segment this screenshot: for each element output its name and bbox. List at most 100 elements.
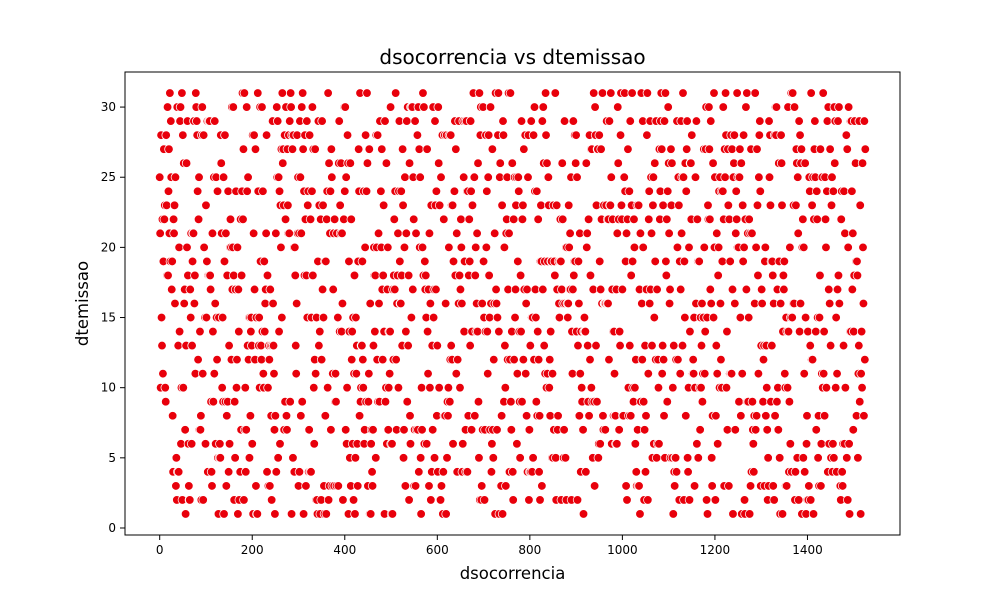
scatter-point bbox=[812, 186, 822, 196]
scatter-point bbox=[298, 144, 308, 154]
scatter-point bbox=[772, 397, 782, 407]
scatter-point bbox=[428, 312, 439, 323]
scatter-point bbox=[449, 186, 460, 196]
scatter-point bbox=[171, 481, 181, 491]
scatter-point bbox=[735, 144, 745, 154]
scatter-point bbox=[409, 214, 419, 224]
scatter-point bbox=[173, 340, 183, 351]
scatter-point bbox=[842, 144, 852, 154]
scatter-point bbox=[198, 495, 208, 505]
scatter-point bbox=[174, 242, 184, 253]
scatter-point bbox=[328, 284, 338, 295]
scatter-point bbox=[857, 158, 868, 168]
scatter-point bbox=[526, 116, 536, 126]
scatter-point bbox=[762, 383, 772, 393]
scatter-point bbox=[256, 354, 267, 365]
scatter-point bbox=[477, 298, 487, 309]
scatter-point bbox=[629, 214, 639, 224]
scatter-point bbox=[316, 354, 327, 365]
scatter-point bbox=[739, 242, 749, 253]
scatter-point bbox=[400, 481, 411, 491]
scatter-point bbox=[495, 158, 505, 168]
scatter-point bbox=[837, 467, 847, 477]
scatter-point bbox=[429, 453, 440, 463]
scatter-point bbox=[297, 88, 308, 98]
scatter-point bbox=[627, 88, 637, 98]
scatter-point bbox=[510, 284, 521, 295]
scatter-point bbox=[334, 116, 344, 126]
scatter-point bbox=[380, 397, 391, 407]
scatter-point bbox=[219, 256, 230, 267]
scatter-point bbox=[642, 130, 652, 140]
scatter-point bbox=[535, 495, 545, 505]
scatter-point bbox=[534, 411, 545, 421]
scatter-point bbox=[820, 214, 831, 224]
scatter-point bbox=[612, 228, 622, 239]
scatter-point bbox=[839, 186, 849, 196]
scatter-point bbox=[843, 242, 853, 253]
scatter-point bbox=[798, 453, 808, 463]
scatter-point bbox=[612, 439, 622, 449]
scatter-point bbox=[304, 130, 315, 140]
scatter-point bbox=[722, 326, 732, 337]
scatter-point bbox=[848, 425, 858, 435]
scatter-point bbox=[262, 467, 272, 477]
scatter-point bbox=[179, 298, 189, 309]
y-axis-ticks: 0 5 10 15 20 25 30 bbox=[101, 100, 125, 535]
scatter-point bbox=[750, 425, 761, 435]
scatter-point bbox=[357, 340, 367, 351]
scatter-point bbox=[805, 340, 815, 351]
scatter-point bbox=[576, 383, 587, 393]
scatter-point bbox=[329, 214, 340, 224]
scatter-point bbox=[825, 340, 836, 351]
scatter-point bbox=[384, 383, 394, 393]
scatter-point bbox=[578, 509, 589, 519]
scatter-point bbox=[428, 425, 438, 435]
scatter-point bbox=[314, 340, 324, 351]
scatter-point bbox=[292, 130, 302, 140]
scatter-point bbox=[219, 509, 229, 519]
scatter-point bbox=[396, 298, 406, 309]
scatter-point bbox=[291, 340, 301, 351]
scatter-point bbox=[513, 172, 523, 182]
scatter-point bbox=[298, 509, 309, 519]
scatter-point bbox=[692, 439, 702, 449]
scatter-point bbox=[810, 116, 820, 126]
scatter-point bbox=[711, 411, 721, 421]
scatter-point bbox=[644, 186, 654, 196]
scatter-point bbox=[560, 453, 571, 463]
scatter-point bbox=[615, 130, 626, 140]
scatter-point bbox=[194, 172, 204, 182]
scatter-point bbox=[581, 158, 591, 168]
scatter-point bbox=[657, 368, 667, 379]
scatter-point bbox=[567, 368, 578, 379]
scatter-point bbox=[589, 88, 599, 98]
scatter-point bbox=[787, 312, 797, 323]
scatter-point bbox=[231, 383, 242, 393]
scatter-point bbox=[471, 242, 481, 253]
x-tick-label: 1200 bbox=[700, 543, 731, 557]
scatter-point bbox=[481, 242, 492, 253]
scatter-point bbox=[432, 340, 442, 351]
scatter-point bbox=[731, 186, 741, 196]
scatter-point bbox=[857, 383, 867, 393]
scatter-point bbox=[615, 340, 625, 351]
scatter-point bbox=[186, 439, 197, 449]
scatter-point bbox=[246, 326, 256, 337]
scatter-point bbox=[779, 256, 790, 267]
scatter-point bbox=[688, 368, 699, 379]
scatter-point bbox=[648, 172, 659, 182]
x-tick-label: 1400 bbox=[792, 543, 823, 557]
scatter-point bbox=[434, 383, 444, 393]
scatter-point bbox=[348, 495, 359, 505]
scatter-point bbox=[539, 340, 549, 351]
scatter-point bbox=[565, 228, 575, 239]
scatter-point bbox=[340, 186, 350, 196]
scatter-point bbox=[174, 326, 185, 337]
data-points bbox=[155, 88, 870, 519]
scatter-point bbox=[241, 425, 251, 435]
x-axis-ticks: 0 200 400 600 800 1000 1200 1400 bbox=[156, 535, 823, 557]
scatter-point bbox=[745, 481, 756, 491]
scatter-point bbox=[378, 270, 388, 281]
scatter-point bbox=[506, 425, 517, 435]
